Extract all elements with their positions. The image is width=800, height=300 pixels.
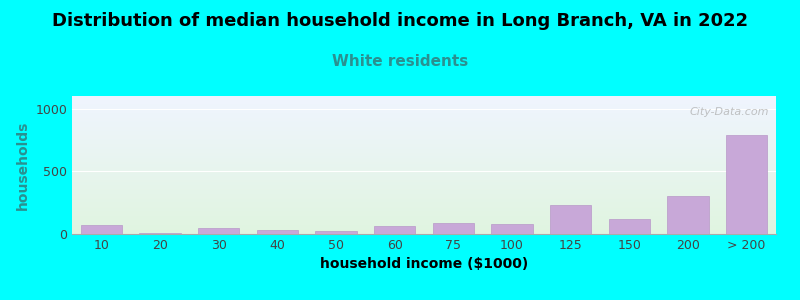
Bar <box>667 196 709 234</box>
Text: White residents: White residents <box>332 54 468 69</box>
Bar <box>139 233 181 234</box>
Bar <box>198 228 239 234</box>
Bar <box>609 219 650 234</box>
Bar <box>433 223 474 234</box>
X-axis label: household income ($1000): household income ($1000) <box>320 257 528 272</box>
Bar <box>550 205 591 234</box>
Y-axis label: households: households <box>16 120 30 210</box>
Bar <box>726 135 767 234</box>
Bar <box>257 230 298 234</box>
Bar <box>81 226 122 234</box>
Bar <box>374 226 415 234</box>
Bar <box>491 224 533 234</box>
Text: Distribution of median household income in Long Branch, VA in 2022: Distribution of median household income … <box>52 12 748 30</box>
Text: City-Data.com: City-Data.com <box>690 107 769 117</box>
Bar <box>315 232 357 234</box>
